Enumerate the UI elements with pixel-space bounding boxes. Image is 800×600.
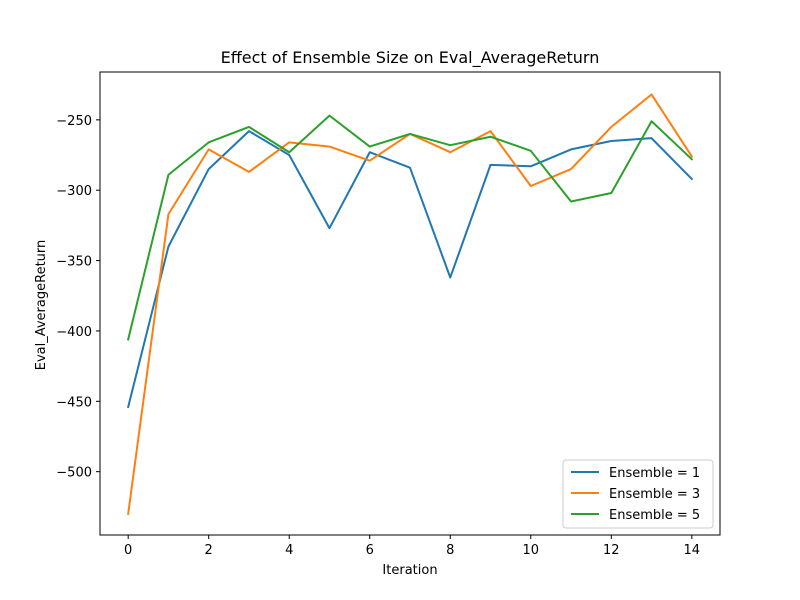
- legend-label-3: Ensemble = 5: [609, 508, 700, 523]
- x-tick-label: 2: [205, 543, 213, 558]
- x-tick-label: 8: [446, 543, 454, 558]
- x-axis-label: Iteration: [382, 563, 437, 578]
- legend-label-2: Ensemble = 3: [609, 487, 700, 502]
- x-axis: 0 2 4 6 8 10 12 14: [124, 535, 700, 558]
- x-tick-label: 12: [603, 543, 620, 558]
- series-line-1: [126, 130, 694, 409]
- x-tick-label: 10: [523, 543, 540, 558]
- x-tick-label: 0: [124, 543, 132, 558]
- plot-frame: [99, 71, 721, 536]
- series-line-2: [127, 93, 694, 516]
- y-tick-label: −250: [56, 114, 92, 129]
- y-tick-label: −300: [56, 184, 92, 199]
- y-axis-label: Eval_AverageReturn: [34, 240, 49, 371]
- series-line-3: [126, 114, 694, 341]
- legend: Ensemble = 1 Ensemble = 3 Ensemble = 5: [562, 459, 714, 529]
- legend-box: [562, 459, 714, 529]
- x-tick-label: 6: [366, 543, 374, 558]
- y-tick-label: −400: [56, 325, 92, 340]
- legend-label-1: Ensemble = 1: [609, 466, 700, 481]
- x-tick-label: 4: [285, 543, 293, 558]
- y-tick-label: −500: [56, 466, 92, 481]
- x-tick-label: 14: [684, 543, 701, 558]
- y-tick-label: −350: [56, 255, 92, 270]
- plot-area: [99, 71, 721, 536]
- y-axis: −500 −450 −400 −350 −300 −250: [56, 114, 100, 481]
- chart-title: Effect of Ensemble Size on Eval_AverageR…: [221, 48, 600, 68]
- y-tick-label: −450: [56, 395, 92, 410]
